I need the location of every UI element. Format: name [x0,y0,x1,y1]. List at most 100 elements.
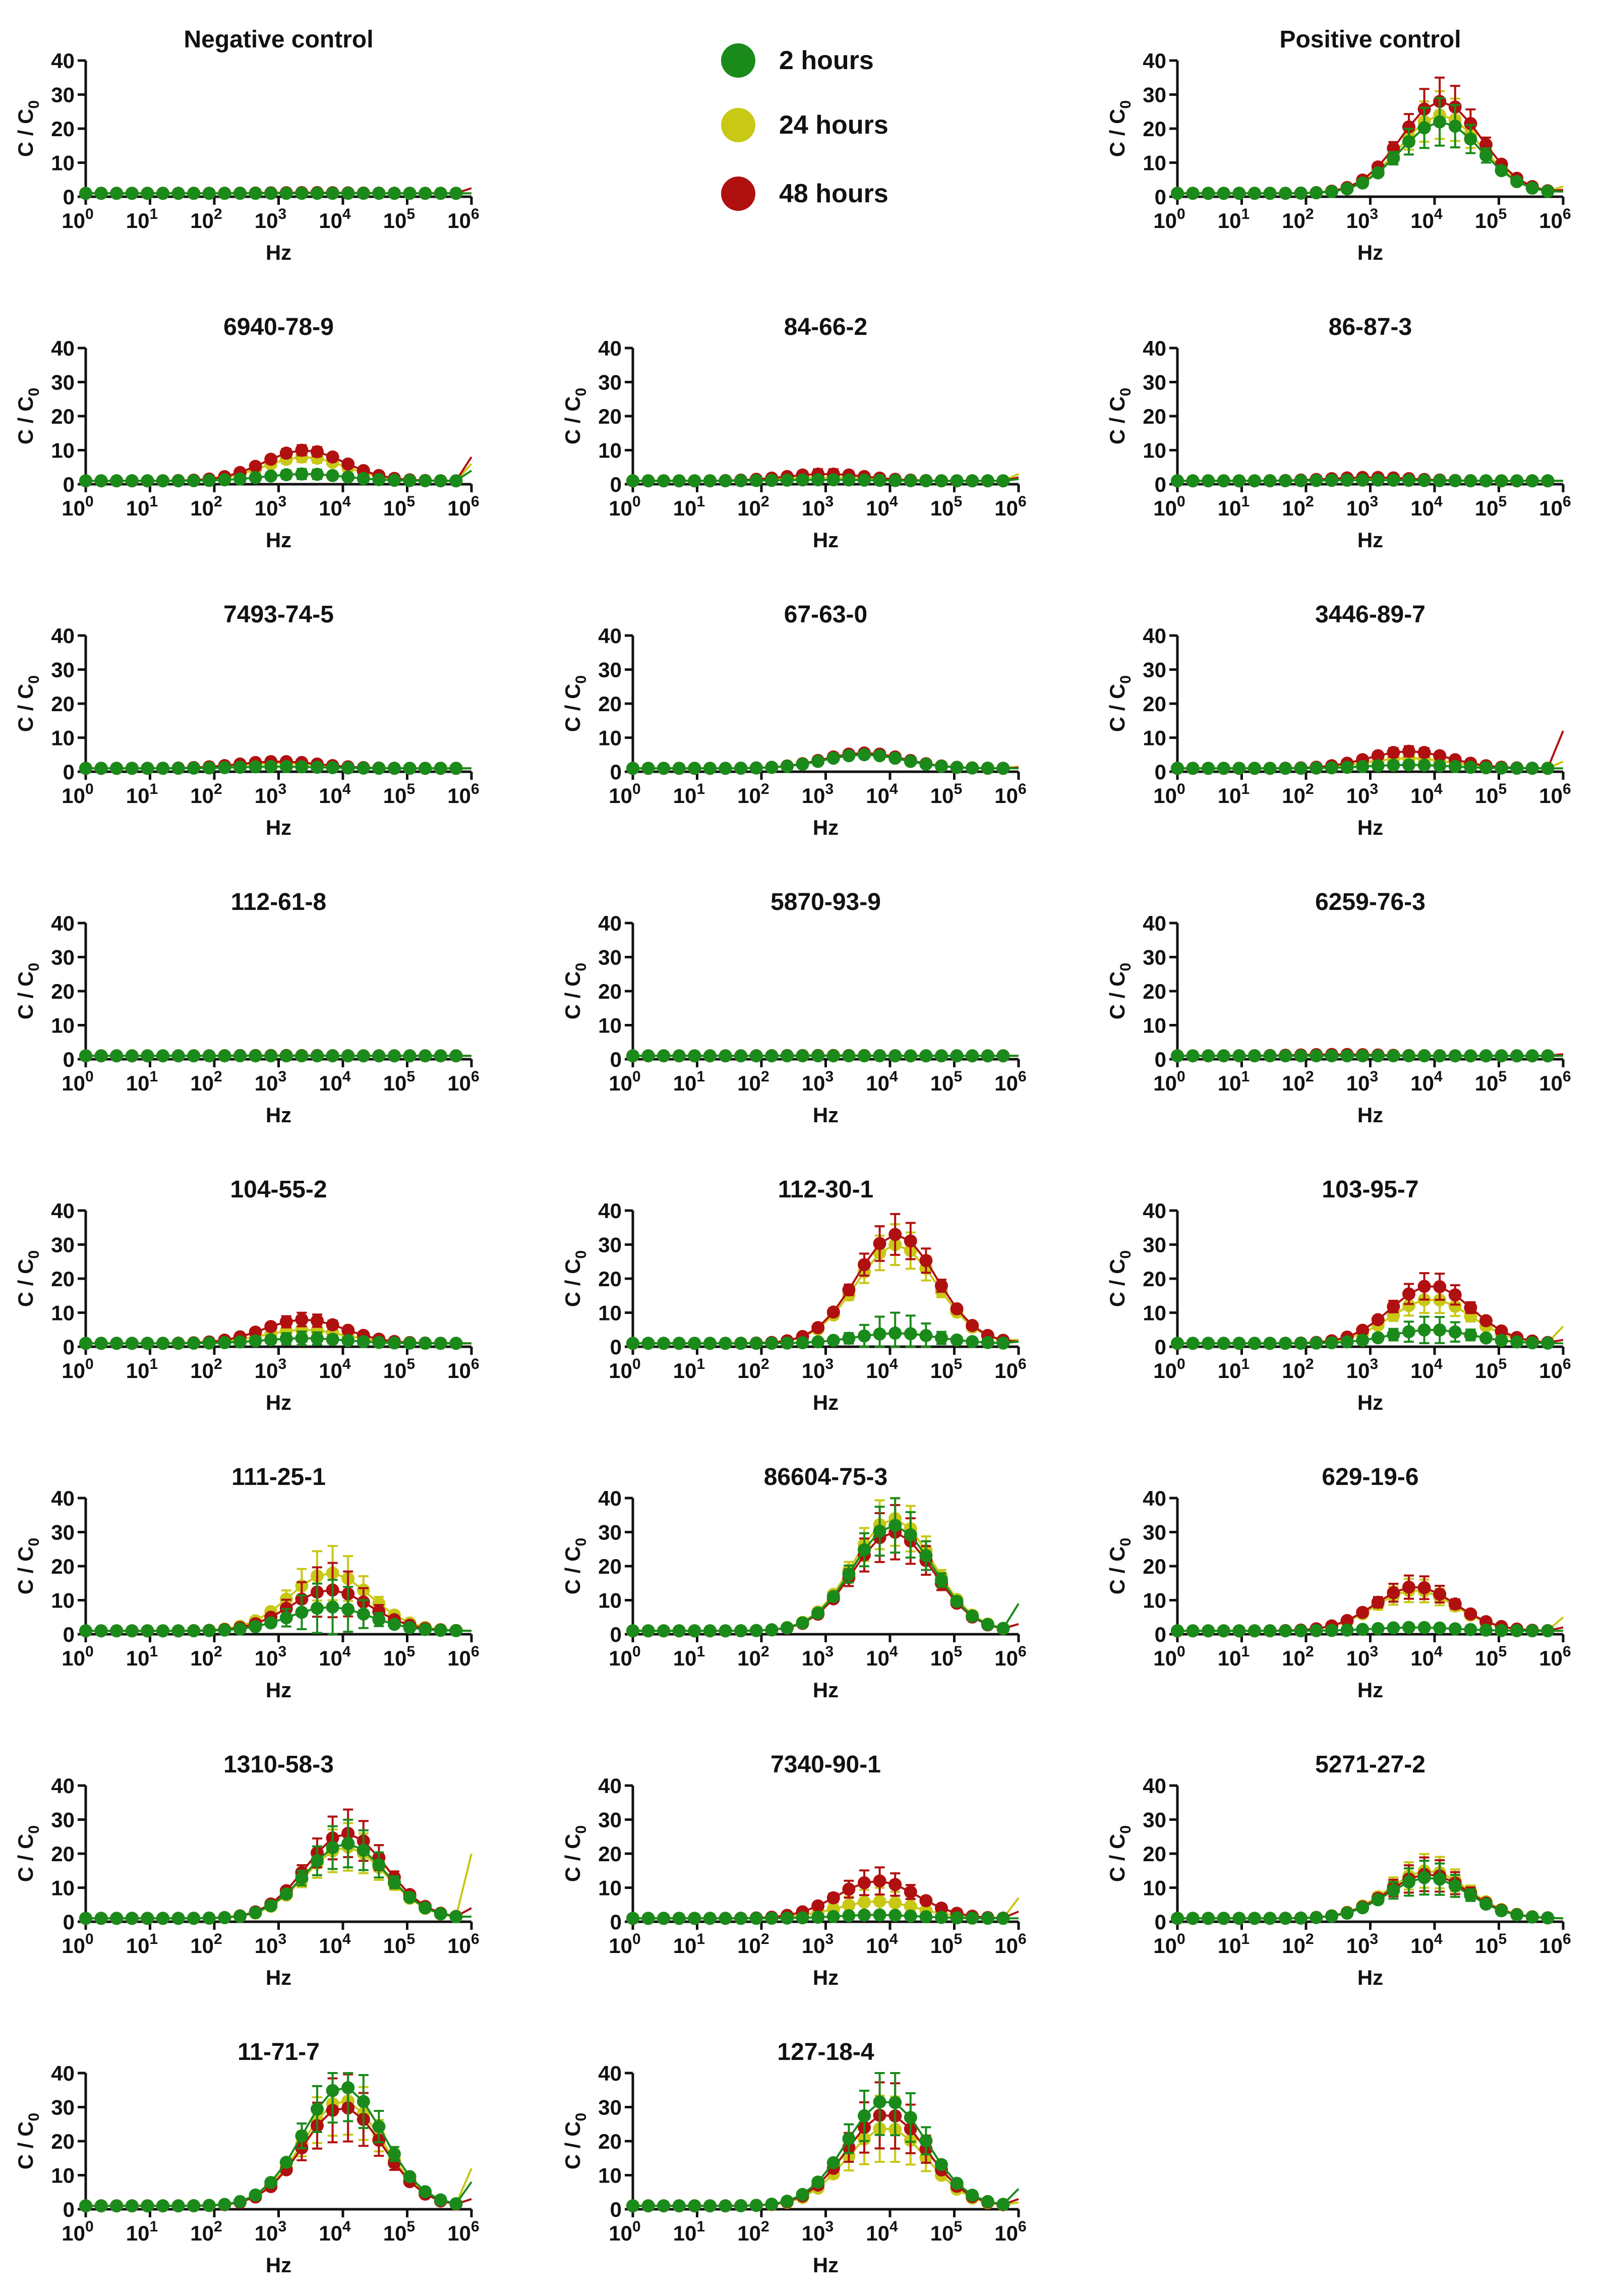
data-point-h2 [1433,1872,1447,1886]
data-point-h2 [888,1909,902,1922]
data-point-h2 [1417,121,1431,135]
data-point-h2 [1171,1624,1184,1638]
y-tick-label: 0 [610,1335,622,1359]
data-point-h2 [1387,151,1400,165]
data-point-h2 [110,474,124,488]
data-point-h2 [1340,182,1354,196]
x-tick-label: 103 [1346,781,1378,808]
data-point-h2 [796,2188,809,2201]
y-tick-label: 0 [63,1048,75,1071]
data-point-h2 [218,473,231,487]
data-point-h2 [1294,1337,1307,1350]
data-point-h2 [1356,1623,1370,1636]
data-point-h48 [1387,1300,1400,1313]
data-point-h2 [1356,1334,1370,1347]
data-point-h2 [187,187,201,200]
data-point-h2 [249,1620,262,1633]
y-tick-label: 20 [598,2130,622,2153]
data-point-h2 [1248,187,1261,200]
data-point-h2 [233,472,247,486]
y-tick-label: 40 [598,911,622,935]
data-point-h2 [1525,474,1539,488]
data-point-h2 [1248,474,1261,488]
chart-panel: 103-95-7 0 10 20 30 40 100 101 102 103 104 105 106 C … [1105,1176,1571,1414]
data-point-h2 [171,474,185,488]
data-point-h2 [326,2084,339,2097]
data-point-h48 [326,450,339,464]
data-point-h2 [1325,1336,1338,1350]
y-tick-label: 30 [1143,1808,1166,1832]
data-point-h2 [311,1049,324,1063]
y-tick-label: 10 [1143,726,1166,750]
data-point-h2 [1525,1336,1539,1350]
data-point-h48 [311,1314,324,1328]
y-axis-label: C / C0 [14,1538,42,1594]
data-point-h2 [641,1049,655,1063]
y-tick-label: 20 [51,692,75,716]
data-point-h2 [110,1337,124,1350]
data-point-h2 [966,1911,979,1925]
x-tick-label: 105 [930,2218,962,2245]
data-point-h2 [125,1624,139,1638]
data-point-h2 [1294,1624,1307,1638]
legend-label-48h: 48 hours [779,179,888,208]
chart-title: 6259-76-3 [1315,889,1425,915]
data-point-h2 [1448,1622,1462,1636]
data-point-h2 [781,1911,794,1925]
data-point-h2 [1186,1912,1200,1925]
data-point-h2 [950,474,964,488]
data-point-h2 [1186,474,1200,488]
y-tick-label: 10 [51,1014,75,1038]
data-point-h2 [372,1613,386,1626]
y-tick-label: 20 [598,1267,622,1291]
data-point-h2 [749,1912,763,1925]
data-point-h2 [796,1336,809,1349]
x-tick-label: 100 [62,1643,93,1670]
x-tick-label: 106 [447,1068,479,1095]
data-point-h2 [1371,1893,1385,1907]
data-point-h2 [1525,1624,1539,1638]
data-point-h2 [202,2199,216,2212]
x-tick-label: 100 [62,493,93,520]
data-point-h2 [1217,1337,1230,1350]
x-tick-label: 104 [1410,493,1443,520]
data-point-h2 [419,1623,432,1636]
x-tick-label: 100 [609,1931,640,1958]
y-tick-label: 0 [63,1623,75,1646]
chart-panel: 3446-89-7 0 10 20 30 40 100 101 102 103 104 105 106 C… [1105,601,1571,839]
x-tick-label: 105 [383,493,415,520]
y-tick-label: 10 [598,1014,622,1038]
y-tick-label: 10 [1143,1589,1166,1613]
data-point-h2 [279,1332,293,1346]
data-point-h2 [1433,1621,1447,1635]
data-point-h2 [858,1908,871,1922]
data-point-h2 [858,1329,871,1343]
data-point-h2 [419,1049,432,1063]
chart-title: 112-61-8 [231,889,327,915]
x-tick-label: 105 [1475,206,1507,233]
chart-panel: 104-55-2 0 10 20 30 40 100 101 102 103 104 105 106 C … [14,1176,480,1414]
data-point-h2 [781,760,794,773]
data-point-h2 [1402,135,1415,148]
data-point-h2 [749,2199,763,2212]
data-point-h2 [156,474,169,488]
data-point-h2 [264,1616,278,1630]
data-point-h2 [919,758,933,771]
data-point-h2 [1263,474,1277,488]
y-tick-label: 10 [1143,1301,1166,1325]
y-axis-label: C / C0 [1105,675,1134,732]
data-point-h2 [94,1049,108,1063]
data-point-h2 [996,2198,1010,2211]
x-tick-label: 103 [1346,1643,1378,1670]
data-point-h2 [950,1333,964,1347]
data-point-h2 [935,1331,948,1345]
data-point-h2 [1371,759,1385,773]
data-point-h2 [703,1912,717,1925]
y-tick-label: 0 [610,1910,622,1934]
data-point-h48 [1464,1301,1477,1314]
data-point-h2 [388,187,401,200]
x-tick-label: 104 [319,1931,351,1958]
data-point-h2 [1371,166,1385,180]
data-point-h2 [1356,760,1370,773]
data-point-h2 [641,762,655,775]
